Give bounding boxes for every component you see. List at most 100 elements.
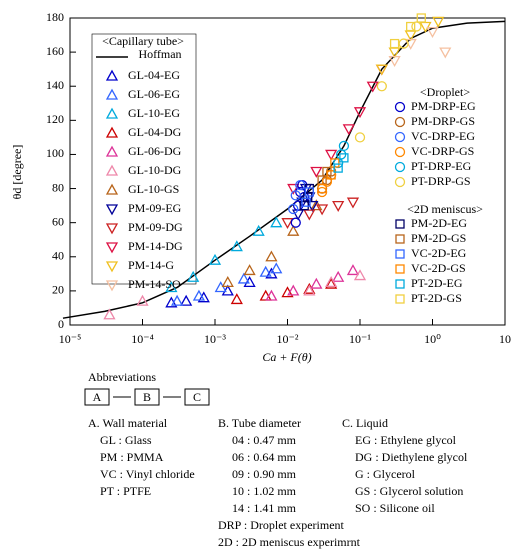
point — [325, 149, 338, 161]
point — [366, 81, 379, 93]
y-tick-label: 60 — [52, 214, 64, 228]
abbrev-item: 09 : 0.90 mm — [232, 467, 297, 481]
legend-marker — [394, 101, 406, 113]
point — [426, 26, 439, 38]
x-tick-label: 10⁰ — [424, 332, 441, 346]
legend-marker — [395, 234, 405, 244]
point — [317, 183, 327, 194]
legend-marker — [105, 261, 119, 273]
legend-marker — [105, 242, 119, 254]
point — [170, 294, 184, 306]
point — [325, 277, 338, 289]
point — [265, 289, 278, 301]
abbrev-heading: B. Tube diameter — [218, 416, 301, 430]
point — [411, 21, 422, 32]
y-tick-label: 180 — [46, 10, 64, 24]
abbrev-box-label: A — [93, 390, 102, 404]
point — [180, 294, 193, 306]
abbrev-item: 2D : 2D meniscus experimrnt — [218, 535, 361, 549]
abbrev-item: GS : Glycerol solution — [355, 484, 463, 498]
point — [332, 270, 345, 282]
point — [230, 293, 243, 305]
point — [192, 289, 206, 301]
point — [330, 158, 340, 168]
point — [353, 107, 367, 119]
legend-marker — [105, 126, 119, 138]
point — [439, 47, 452, 59]
legend-label: PT-2D-GS — [411, 291, 462, 305]
x-tick-label: 10⁻³ — [204, 332, 226, 346]
legend-marker — [105, 164, 119, 176]
legend-label: PT-DRP-GS — [411, 174, 471, 188]
point — [208, 253, 222, 265]
abbrev-item: G : Glycerol — [355, 467, 416, 481]
point — [197, 291, 210, 303]
point — [221, 284, 234, 296]
legend-title: <Droplet> — [420, 85, 470, 99]
legend-label: GL-04-DG — [128, 125, 182, 139]
point — [103, 308, 116, 320]
point — [290, 190, 301, 201]
point — [388, 55, 401, 67]
abbrev-item: GL : Glass — [100, 433, 152, 447]
legend-marker — [394, 176, 406, 188]
legend-label: PM-2D-EG — [411, 216, 467, 230]
y-tick-label: 160 — [46, 44, 64, 58]
abbrev-item: PT : PTFE — [100, 484, 151, 498]
legend-label: Hoffman — [138, 47, 181, 61]
point — [376, 81, 387, 92]
abbrev-item: VC : Vinyl chloride — [100, 467, 195, 481]
legend-marker — [105, 204, 119, 216]
point — [287, 224, 300, 236]
legend-label: GL-06-DG — [128, 144, 182, 158]
abbrev-box — [184, 388, 210, 406]
legend-marker — [105, 280, 119, 292]
abbrev-box — [84, 388, 110, 406]
abbrev-heading: A. Wall material — [88, 416, 168, 430]
point — [252, 224, 265, 236]
legend-marker — [395, 279, 405, 289]
point — [346, 197, 360, 209]
point — [375, 64, 388, 76]
point — [333, 157, 344, 169]
point — [301, 197, 311, 207]
point — [265, 250, 278, 262]
legend-label: GL-06-EG — [128, 87, 180, 101]
point — [243, 264, 256, 276]
legend-marker — [394, 131, 406, 143]
y-axis-label: θd [degree] — [10, 145, 24, 200]
legend-label: GL-10-DG — [128, 163, 182, 177]
legend-label: PM-14-SO — [128, 277, 181, 291]
abbrev-item: 10 : 1.02 mm — [232, 484, 297, 498]
abbrev-box-label: C — [193, 390, 201, 404]
point — [406, 21, 416, 32]
legend-marker — [105, 183, 119, 195]
point — [287, 284, 300, 296]
point — [333, 163, 343, 173]
legend-label: GL-10-EG — [128, 106, 180, 120]
legend-marker — [394, 146, 406, 158]
legend-marker — [395, 249, 405, 259]
point — [243, 276, 256, 288]
legend-marker — [395, 264, 405, 274]
abbrev-item: 06 : 0.64 mm — [232, 450, 297, 464]
point — [315, 204, 329, 216]
point — [332, 200, 345, 212]
abbrev-item: 14 : 1.41 mm — [232, 501, 297, 515]
point — [339, 153, 349, 163]
legend-label: PM-14-DG — [128, 239, 183, 253]
point — [325, 276, 338, 288]
point — [416, 13, 426, 23]
point — [287, 183, 300, 195]
point — [432, 16, 445, 28]
x-tick-label: 10⁻⁵ — [59, 332, 82, 346]
y-tick-label: 100 — [46, 146, 64, 160]
legend-label: VC-DRP-GS — [411, 144, 474, 158]
legend-label: PT-DRP-EG — [411, 159, 472, 173]
legend-label: VC-2D-GS — [411, 261, 466, 275]
legend-marker — [395, 294, 405, 304]
legend-label: VC-DRP-EG — [411, 129, 475, 143]
abbrev-item: SO : Silicone oil — [355, 501, 435, 515]
legend-marker — [105, 107, 119, 119]
legend-marker — [395, 219, 405, 229]
